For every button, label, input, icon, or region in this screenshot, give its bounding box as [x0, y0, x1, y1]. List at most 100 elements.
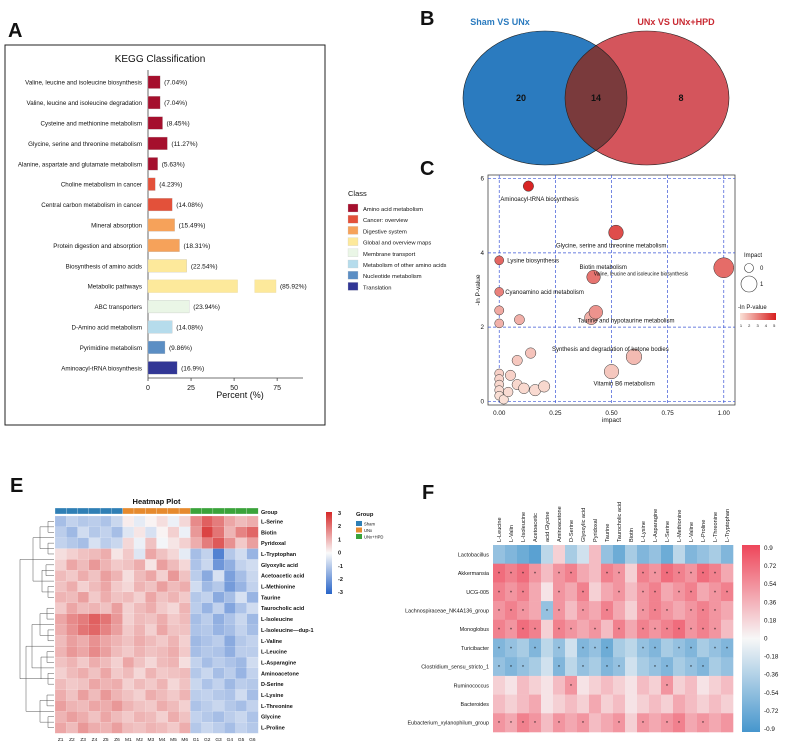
correlation-cell	[685, 545, 698, 564]
column-label: L-Isoleucine	[521, 512, 527, 542]
significance-marker: *	[510, 628, 512, 634]
heatmap-cell	[100, 570, 112, 582]
correlation-cell	[529, 545, 542, 564]
heatmap-cell	[122, 515, 135, 528]
color-scale-bar	[742, 545, 760, 732]
heatmap-cell	[133, 689, 146, 701]
column-label: Z2	[69, 737, 75, 743]
heatmap-cell	[246, 656, 259, 669]
heatmap-cell	[133, 722, 146, 734]
heatmap-cell	[224, 722, 236, 734]
heatmap-cell	[122, 646, 135, 658]
group-annotation-cell	[145, 507, 157, 515]
significance-marker: *	[654, 609, 656, 615]
correlation-cell	[709, 582, 722, 602]
heatmap-cell	[54, 656, 67, 669]
column-label: L-Leucine	[497, 517, 503, 542]
color-legend-tick: 5	[773, 323, 776, 328]
row-label: L-Asparagine	[261, 660, 296, 666]
significance-marker: *	[498, 665, 500, 671]
group-annotation-cell	[156, 507, 169, 515]
legend-label: Nucleotide metabolism	[363, 274, 422, 280]
correlation-cell	[529, 563, 542, 583]
correlation-cell	[709, 675, 722, 695]
correlation-cell	[673, 545, 686, 564]
size-legend-label: 1	[760, 282, 764, 288]
row-label: Biotin	[261, 530, 277, 536]
significance-marker: *	[690, 628, 692, 634]
category-label: ABC transporters	[95, 304, 142, 311]
dendrogram-branch	[19, 559, 54, 679]
correlation-cell	[709, 563, 722, 583]
correlation-cell	[577, 694, 590, 714]
correlation-cell	[493, 582, 506, 602]
row-label: L-Isoleucine	[261, 617, 293, 623]
correlation-cell	[493, 713, 506, 733]
column-label: D-Serine	[569, 520, 575, 542]
significance-marker: *	[618, 721, 620, 727]
correlation-cell	[709, 657, 722, 677]
correlation-cell	[565, 675, 578, 695]
heatmap-cell	[235, 570, 248, 582]
heatmap-cell	[212, 678, 225, 690]
heatmap-cell	[88, 624, 101, 636]
correlation-cell	[709, 601, 722, 621]
heatmap-cell	[88, 570, 101, 582]
heatmap-cell	[77, 700, 90, 712]
column-label: L-Asparagine	[653, 509, 659, 542]
correlation-cell	[553, 545, 566, 564]
bubble-label: Aminoacyl-tRNA biosynthesis	[500, 197, 578, 203]
correlation-cell	[697, 619, 710, 639]
heatmap-cell	[212, 570, 225, 582]
heatmap-cell	[178, 646, 191, 658]
heatmap-cell	[190, 602, 202, 615]
correlation-cell	[637, 657, 650, 677]
heatmap-cell	[133, 646, 146, 658]
heatmap-cell	[246, 646, 259, 658]
correlation-cell	[565, 713, 578, 733]
correlation-cell	[493, 694, 506, 714]
row-label: Turicibacter	[461, 646, 489, 652]
significance-marker: *	[546, 609, 548, 615]
legend-swatch	[347, 215, 359, 224]
size-legend-small	[744, 263, 754, 273]
heatmap-cell	[100, 591, 112, 604]
venn-set-label-right: UNx VS UNx+HPD	[637, 17, 715, 27]
heatmap-cell	[145, 559, 157, 571]
significance-marker: *	[582, 590, 584, 596]
heatmap-cell	[100, 613, 112, 625]
heatmap-cell	[133, 678, 146, 690]
correlation-cell	[493, 601, 506, 621]
correlation-cell	[505, 582, 518, 602]
heatmap-cell	[224, 537, 236, 549]
heatmap-cell	[145, 602, 157, 615]
correlation-cell	[673, 694, 686, 714]
heatmap-cell	[133, 602, 146, 615]
panel-a-kegg-bar-chart: KEGG Classification Valine, leucine and i…	[4, 44, 447, 426]
legend-label: Translation	[363, 285, 391, 291]
heatmap-cell	[66, 635, 78, 647]
heatmap-cell	[77, 624, 90, 636]
heatmap-cell	[156, 711, 169, 723]
significance-marker: *	[678, 572, 680, 578]
correlation-cell	[505, 675, 518, 695]
heatmap-cell	[66, 678, 78, 690]
column-label: G6	[249, 737, 256, 743]
heatmap-cell	[212, 537, 225, 549]
heatmap-cell	[212, 548, 225, 560]
correlation-cell	[661, 601, 674, 621]
category-label: Valine, leucine and isoleucine biosynthe…	[25, 80, 142, 87]
heatmap-cell	[145, 656, 157, 669]
bar	[147, 96, 161, 110]
heatmap-cell	[246, 570, 259, 582]
heatmap-cell	[212, 646, 225, 658]
bar	[147, 320, 173, 334]
correlation-cell	[553, 638, 566, 658]
heatmap-cell	[122, 667, 135, 680]
correlation-cell	[601, 601, 614, 621]
color-scale-tick: 0	[764, 636, 768, 643]
heatmap-cell	[246, 526, 259, 539]
heatmap-cell	[190, 667, 202, 680]
heatmap-cell	[178, 667, 191, 680]
column-label: L-Tryptophan	[725, 509, 731, 542]
